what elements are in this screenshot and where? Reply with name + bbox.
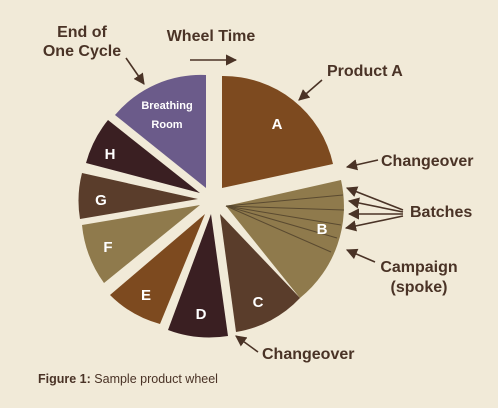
slice-label-g: G [95, 192, 107, 209]
slice-a [222, 75, 333, 188]
batch-spoke [225, 205, 345, 211]
batch-spoke [225, 205, 342, 226]
slice-b [226, 180, 344, 298]
slice-label-f: F [103, 239, 112, 256]
callout-arrows [125, 54, 404, 353]
end-of-cycle-label-line2: One Cycle [43, 43, 121, 60]
changeover-bottom-label: Changeover [262, 346, 354, 363]
slice-label-a: A [272, 116, 283, 133]
campaign-label-line1: Campaign [380, 259, 457, 276]
caption-text: Sample product wheel [94, 372, 218, 386]
figure-caption: Figure 1: Sample product wheel [38, 372, 218, 386]
slice-label-breathing: Breathing [141, 100, 192, 112]
caption-prefix: Figure 1: [38, 372, 91, 386]
batches-arrow [344, 215, 404, 232]
batches-arrow [345, 186, 404, 211]
slice-d [168, 214, 228, 338]
slice-label-c: C [253, 294, 264, 311]
slice-breathing-room [115, 74, 206, 188]
slice-label-e: E [141, 287, 151, 304]
slice-label-h: H [105, 146, 116, 163]
slice-g [78, 173, 198, 219]
slice-label-b: B [317, 221, 328, 238]
product-a-arrow [298, 79, 323, 101]
batch-spoke [225, 194, 344, 207]
slice-label-d: D [196, 306, 207, 323]
end-of-cycle-label-line1: End of [57, 24, 107, 41]
slice-e [110, 214, 205, 324]
slice-c [220, 214, 300, 332]
slice-label-room: Room [151, 119, 182, 131]
end-of-cycle-arrow [125, 57, 145, 85]
campaign-label-line2: (spoke) [391, 279, 448, 296]
campaign-arrow [345, 248, 376, 263]
slice-h [86, 120, 200, 193]
batch-spoke [225, 205, 338, 239]
slice-f [82, 205, 200, 283]
product-a-label: Product A [327, 63, 403, 80]
changeover-right-label: Changeover [381, 153, 473, 170]
batches-label: Batches [410, 204, 472, 221]
changeover-right-arrow [345, 159, 379, 171]
batches-arrow [347, 197, 404, 213]
batch-spoke [225, 205, 332, 253]
changeover-bottom-arrow [235, 335, 259, 353]
wheel-time-title: Wheel Time [167, 28, 256, 45]
batch-spokes [225, 194, 345, 253]
